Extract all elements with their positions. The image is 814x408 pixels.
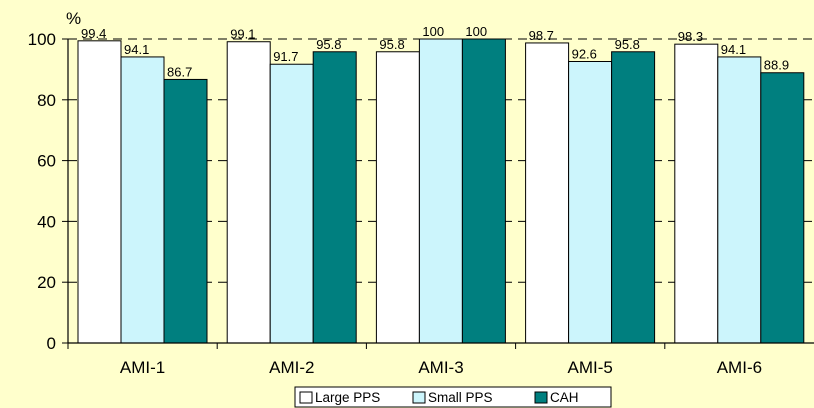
legend: Large PPS Small PPS CAH [294,386,612,408]
bar [269,63,314,344]
y-tick-label: 80 [37,91,56,110]
y-axis-unit-label: % [66,9,81,28]
y-tick-label: 40 [37,212,56,231]
data-label: 88.9 [764,58,789,73]
data-label: 100 [422,24,444,39]
data-label: 86.7 [167,64,192,79]
data-label: 94.1 [124,42,149,57]
bar [760,72,805,344]
y-tick-label: 0 [47,334,56,353]
data-label: 99.4 [81,26,106,41]
bar [418,38,463,344]
data-label: 95.8 [379,37,404,52]
y-ticks: 0 20 40 60 80 100 [28,30,68,353]
data-label: 99.1 [230,27,255,42]
data-label: 100 [465,24,487,39]
legend-swatch [534,391,548,404]
bar [525,42,570,344]
x-tick-label: AMI-1 [120,358,165,377]
data-label: 92.6 [572,46,597,61]
data-label: 94.1 [721,42,746,57]
x-tick-label: AMI-2 [269,358,314,377]
data-label: 95.8 [615,37,640,52]
axes [67,39,814,349]
bar [163,78,208,344]
bar [375,51,420,344]
bar [568,60,613,344]
bars [77,38,805,344]
data-label: 95.8 [316,37,341,52]
bar [674,43,719,344]
y-tick-label: 60 [37,152,56,171]
legend-label: Large PPS [315,390,380,405]
x-tick-label: AMI-6 [717,358,762,377]
data-label: 98.7 [529,28,554,43]
bar [226,41,271,344]
bar [120,56,165,344]
legend-swatch [299,391,313,404]
y-tick-label: 20 [37,273,56,292]
bar [77,40,122,344]
x-tick-label: AMI-5 [568,358,613,377]
y-tick-label: 100 [28,30,56,49]
data-label: 91.7 [273,49,298,64]
legend-box [294,386,612,408]
legend-label: Small PPS [428,390,493,405]
bar [461,38,506,344]
x-categories: AMI-1 AMI-2 AMI-3 AMI-5 AMI-6 [120,358,762,377]
bar [611,51,656,344]
legend-swatch [412,391,426,404]
x-tick-label: AMI-3 [418,358,463,377]
data-label: 98.3 [678,29,703,44]
bar [312,51,357,344]
data-labels: 99.4 94.1 86.7 99.1 91.7 95.8 95.8 100 100 98.7 92… [81,24,789,79]
bar [717,56,762,344]
legend-label: CAH [550,390,579,405]
